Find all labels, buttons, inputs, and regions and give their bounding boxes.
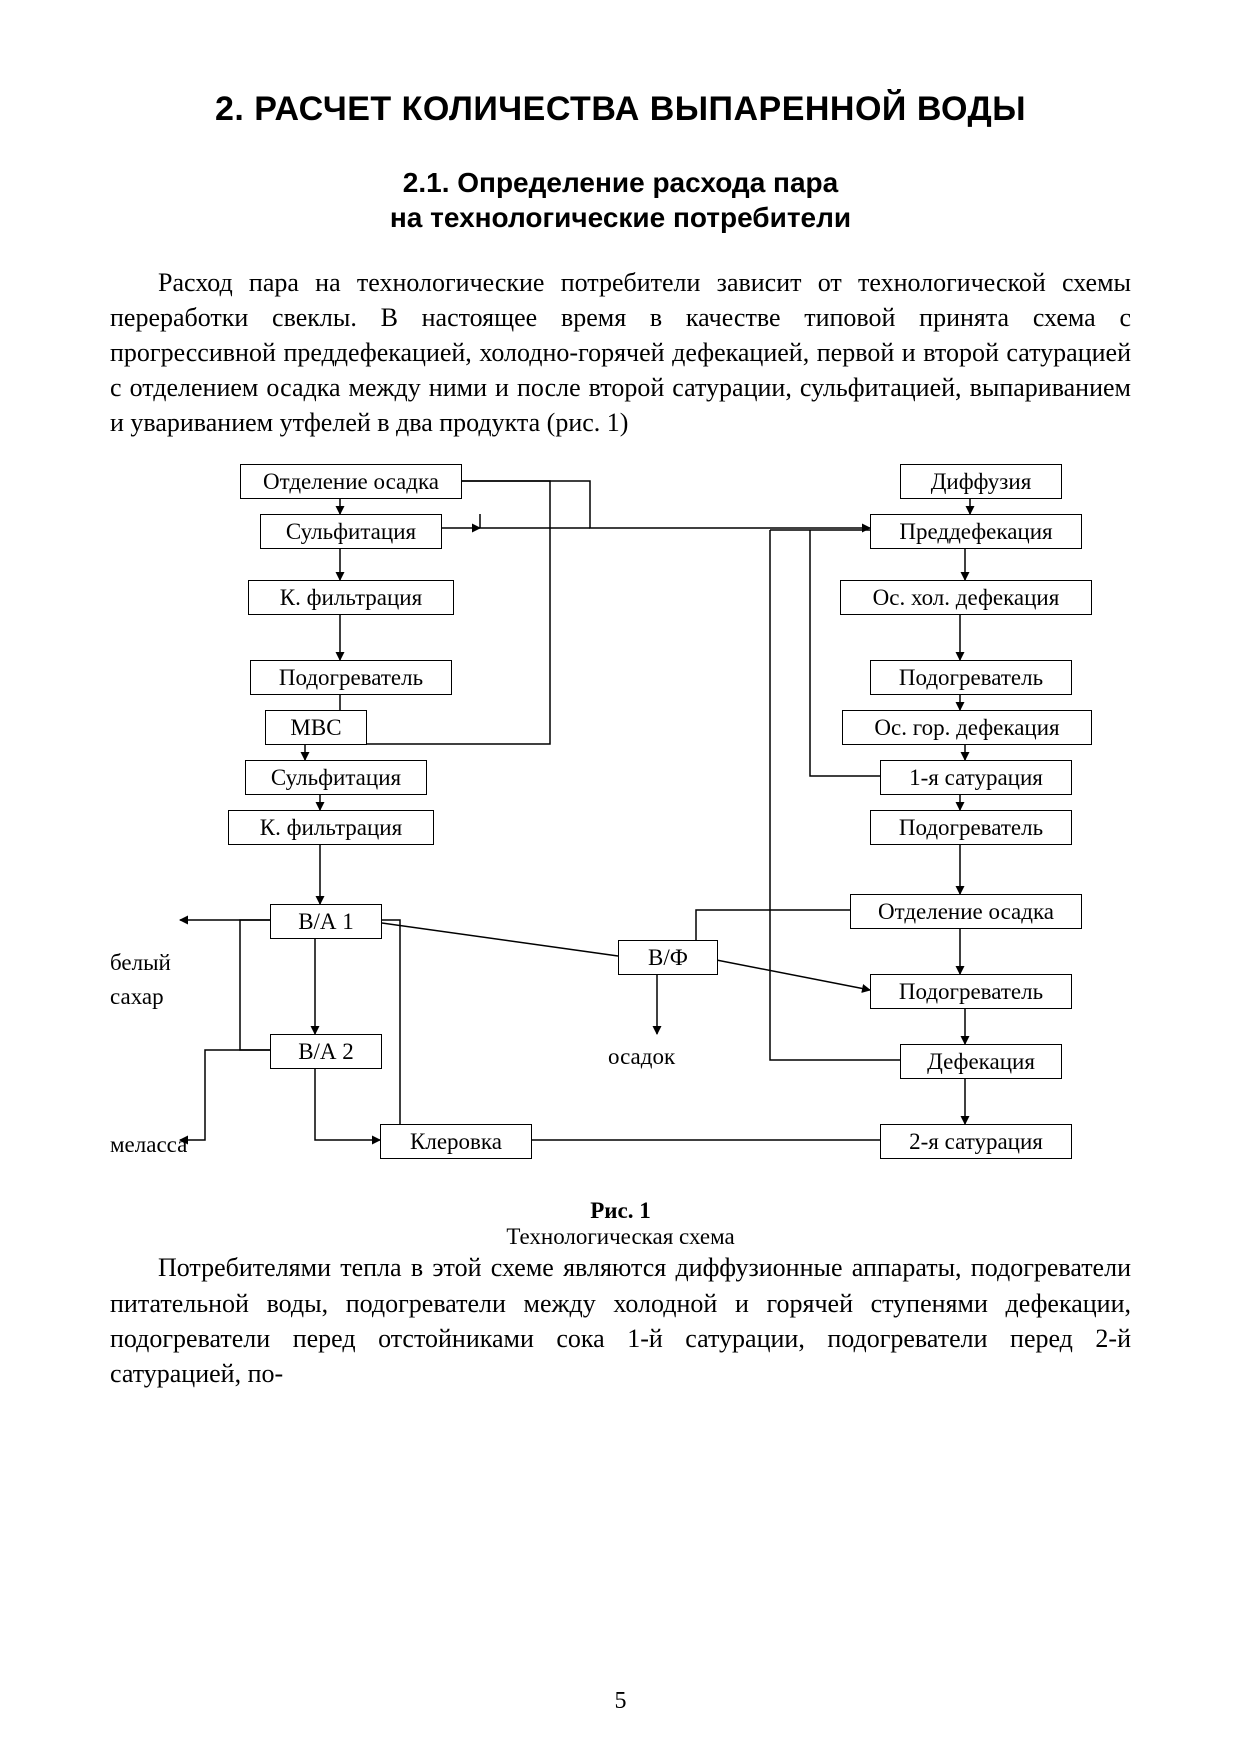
flowchart-node: 2-я сатурация xyxy=(880,1124,1072,1159)
flowchart-label: осадок xyxy=(608,1044,675,1069)
flowchart-node: К. фильтрация xyxy=(228,810,434,845)
flowchart-node: В/А 2 xyxy=(270,1034,382,1069)
subsection-line-1: 2.1. Определение расхода пара xyxy=(403,167,838,198)
subsection-heading: 2.1. Определение расхода пара на техноло… xyxy=(110,165,1131,235)
figure-flowchart: Отделение осадка Сульфитация К. фильтрация… xyxy=(110,464,1131,1184)
flowchart-node: Ос. гор. дефекация xyxy=(842,710,1092,745)
flowchart-label: сахар xyxy=(110,984,164,1009)
flowchart-node: Сульфитация xyxy=(245,760,427,795)
flowchart-node: Отделение осадка xyxy=(850,894,1082,929)
flowchart-label: меласса xyxy=(110,1132,187,1157)
flowchart-node: Сульфитация xyxy=(260,514,442,549)
figure-caption-bold: Рис. 1 xyxy=(590,1198,651,1223)
section-heading: 2. РАСЧЕТ КОЛИЧЕСТВА ВЫПАРЕННОЙ ВОДЫ xyxy=(110,90,1131,129)
flowchart-node: К. фильтрация xyxy=(248,580,454,615)
flowchart-node: В/Ф xyxy=(618,940,718,975)
document-page: 2. РАСЧЕТ КОЛИЧЕСТВА ВЫПАРЕННОЙ ВОДЫ 2.1… xyxy=(0,0,1241,1755)
flowchart-node: Подогреватель xyxy=(870,660,1072,695)
flowchart-node: Подогреватель xyxy=(870,974,1072,1009)
flowchart-node: 1-я сатурация xyxy=(880,760,1072,795)
paragraph-2: Потребителями тепла в этой схеме являютс… xyxy=(110,1250,1131,1390)
flowchart-node: МВС xyxy=(265,710,367,745)
flowchart-node: Клеровка xyxy=(380,1124,532,1159)
flowchart-node: Преддефекация xyxy=(870,514,1082,549)
flowchart-node: Подогреватель xyxy=(250,660,452,695)
flowchart-node: Дефекация xyxy=(900,1044,1062,1079)
flowchart-node: Диффузия xyxy=(900,464,1062,499)
flowchart-node: Ос. хол. дефекация xyxy=(840,580,1092,615)
flowchart-node: Отделение осадка xyxy=(240,464,462,499)
paragraph-1: Расход пара на технологические потребите… xyxy=(110,265,1131,440)
figure-caption: Рис. 1 Технологическая схема xyxy=(110,1198,1131,1250)
flowchart-label: белый xyxy=(110,950,171,975)
flowchart-node: Подогреватель xyxy=(870,810,1072,845)
figure-caption-text: Технологическая схема xyxy=(506,1224,734,1249)
subsection-line-2: на технологические потребители xyxy=(390,202,851,233)
page-number: 5 xyxy=(0,1688,1241,1715)
flowchart-node: В/А 1 xyxy=(270,904,382,939)
